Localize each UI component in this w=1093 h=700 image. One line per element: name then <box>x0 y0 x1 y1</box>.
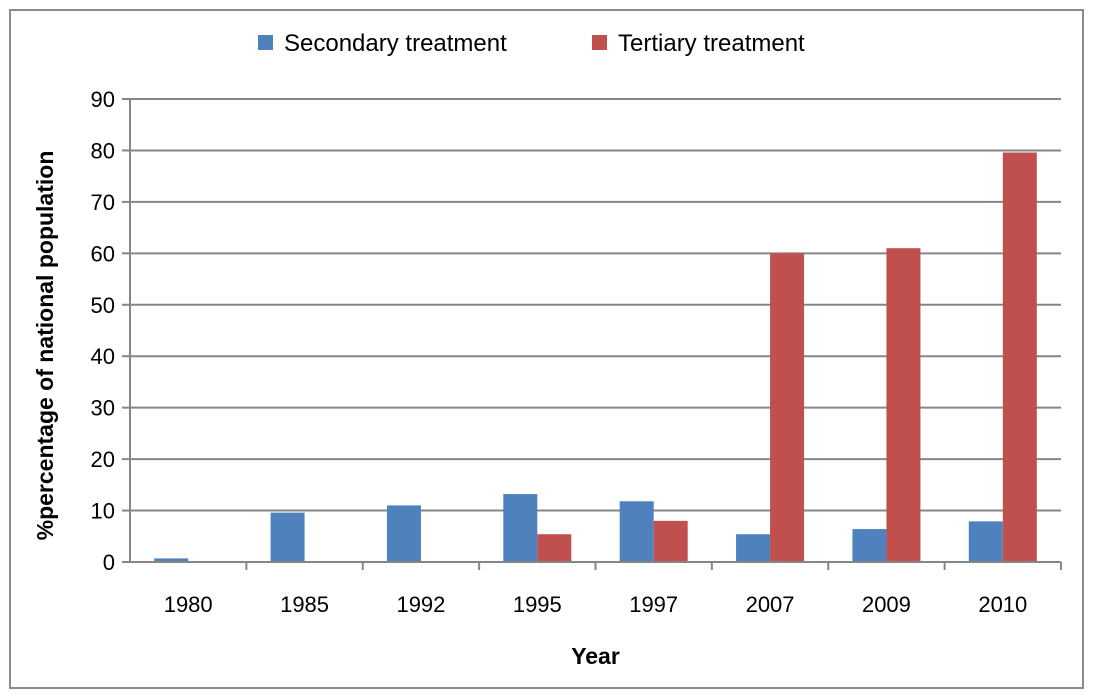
secondary-bar-2007 <box>736 534 771 562</box>
legend: Secondary treatment Tertiary treatment <box>258 30 805 57</box>
x-tick-label: 2007 <box>746 592 795 617</box>
secondary-bar-2009 <box>852 529 887 562</box>
y-tick-label: 40 <box>91 344 115 369</box>
tertiary-bar-2007 <box>770 253 805 563</box>
legend-label: Tertiary treatment <box>618 30 805 57</box>
bars <box>154 152 1037 563</box>
axes <box>122 98 1062 570</box>
tertiary-bar-2009 <box>886 248 921 562</box>
y-tick-labels: 0 10 20 30 40 50 60 70 80 90 <box>91 87 115 575</box>
y-tick-label: 80 <box>91 138 115 163</box>
y-tick-label: 0 <box>103 550 115 575</box>
x-tick-label: 1980 <box>164 592 213 617</box>
tertiary-bar-1995 <box>537 534 572 562</box>
x-tick-label: 1997 <box>629 592 678 617</box>
y-tick-label: 10 <box>91 499 115 524</box>
legend-swatch <box>592 35 607 50</box>
secondary-bar-1995 <box>503 494 538 562</box>
gridlines <box>130 98 1061 512</box>
x-tick-label: 2010 <box>978 592 1027 617</box>
secondary-bar-1992 <box>386 505 421 562</box>
x-tick-label: 2009 <box>862 592 911 617</box>
x-axis-title: Year <box>571 643 620 669</box>
legend-swatch <box>258 35 273 50</box>
legend-label: Secondary treatment <box>284 30 507 57</box>
secondary-bar-1980 <box>154 558 189 562</box>
y-axis-title: %percentage of national population <box>32 151 58 541</box>
secondary-bar-2010 <box>968 521 1003 562</box>
y-tick-label: 90 <box>91 87 115 112</box>
secondary-bar-1985 <box>270 512 305 562</box>
secondary-bar-1997 <box>619 501 654 562</box>
tertiary-bar-1997 <box>653 520 688 562</box>
y-tick-label: 50 <box>91 293 115 318</box>
x-tick-labels: 1980 1985 1992 1995 1997 2007 2009 2010 <box>164 592 1028 617</box>
tertiary-bar-2010 <box>1002 152 1037 562</box>
y-tick-label: 70 <box>91 190 115 215</box>
y-tick-label: 20 <box>91 447 115 472</box>
y-tick-label: 60 <box>91 241 115 266</box>
x-tick-label: 1985 <box>280 592 329 617</box>
x-tick-label: 1992 <box>396 592 445 617</box>
y-tick-label: 30 <box>91 396 115 421</box>
x-tick-label: 1995 <box>513 592 562 617</box>
